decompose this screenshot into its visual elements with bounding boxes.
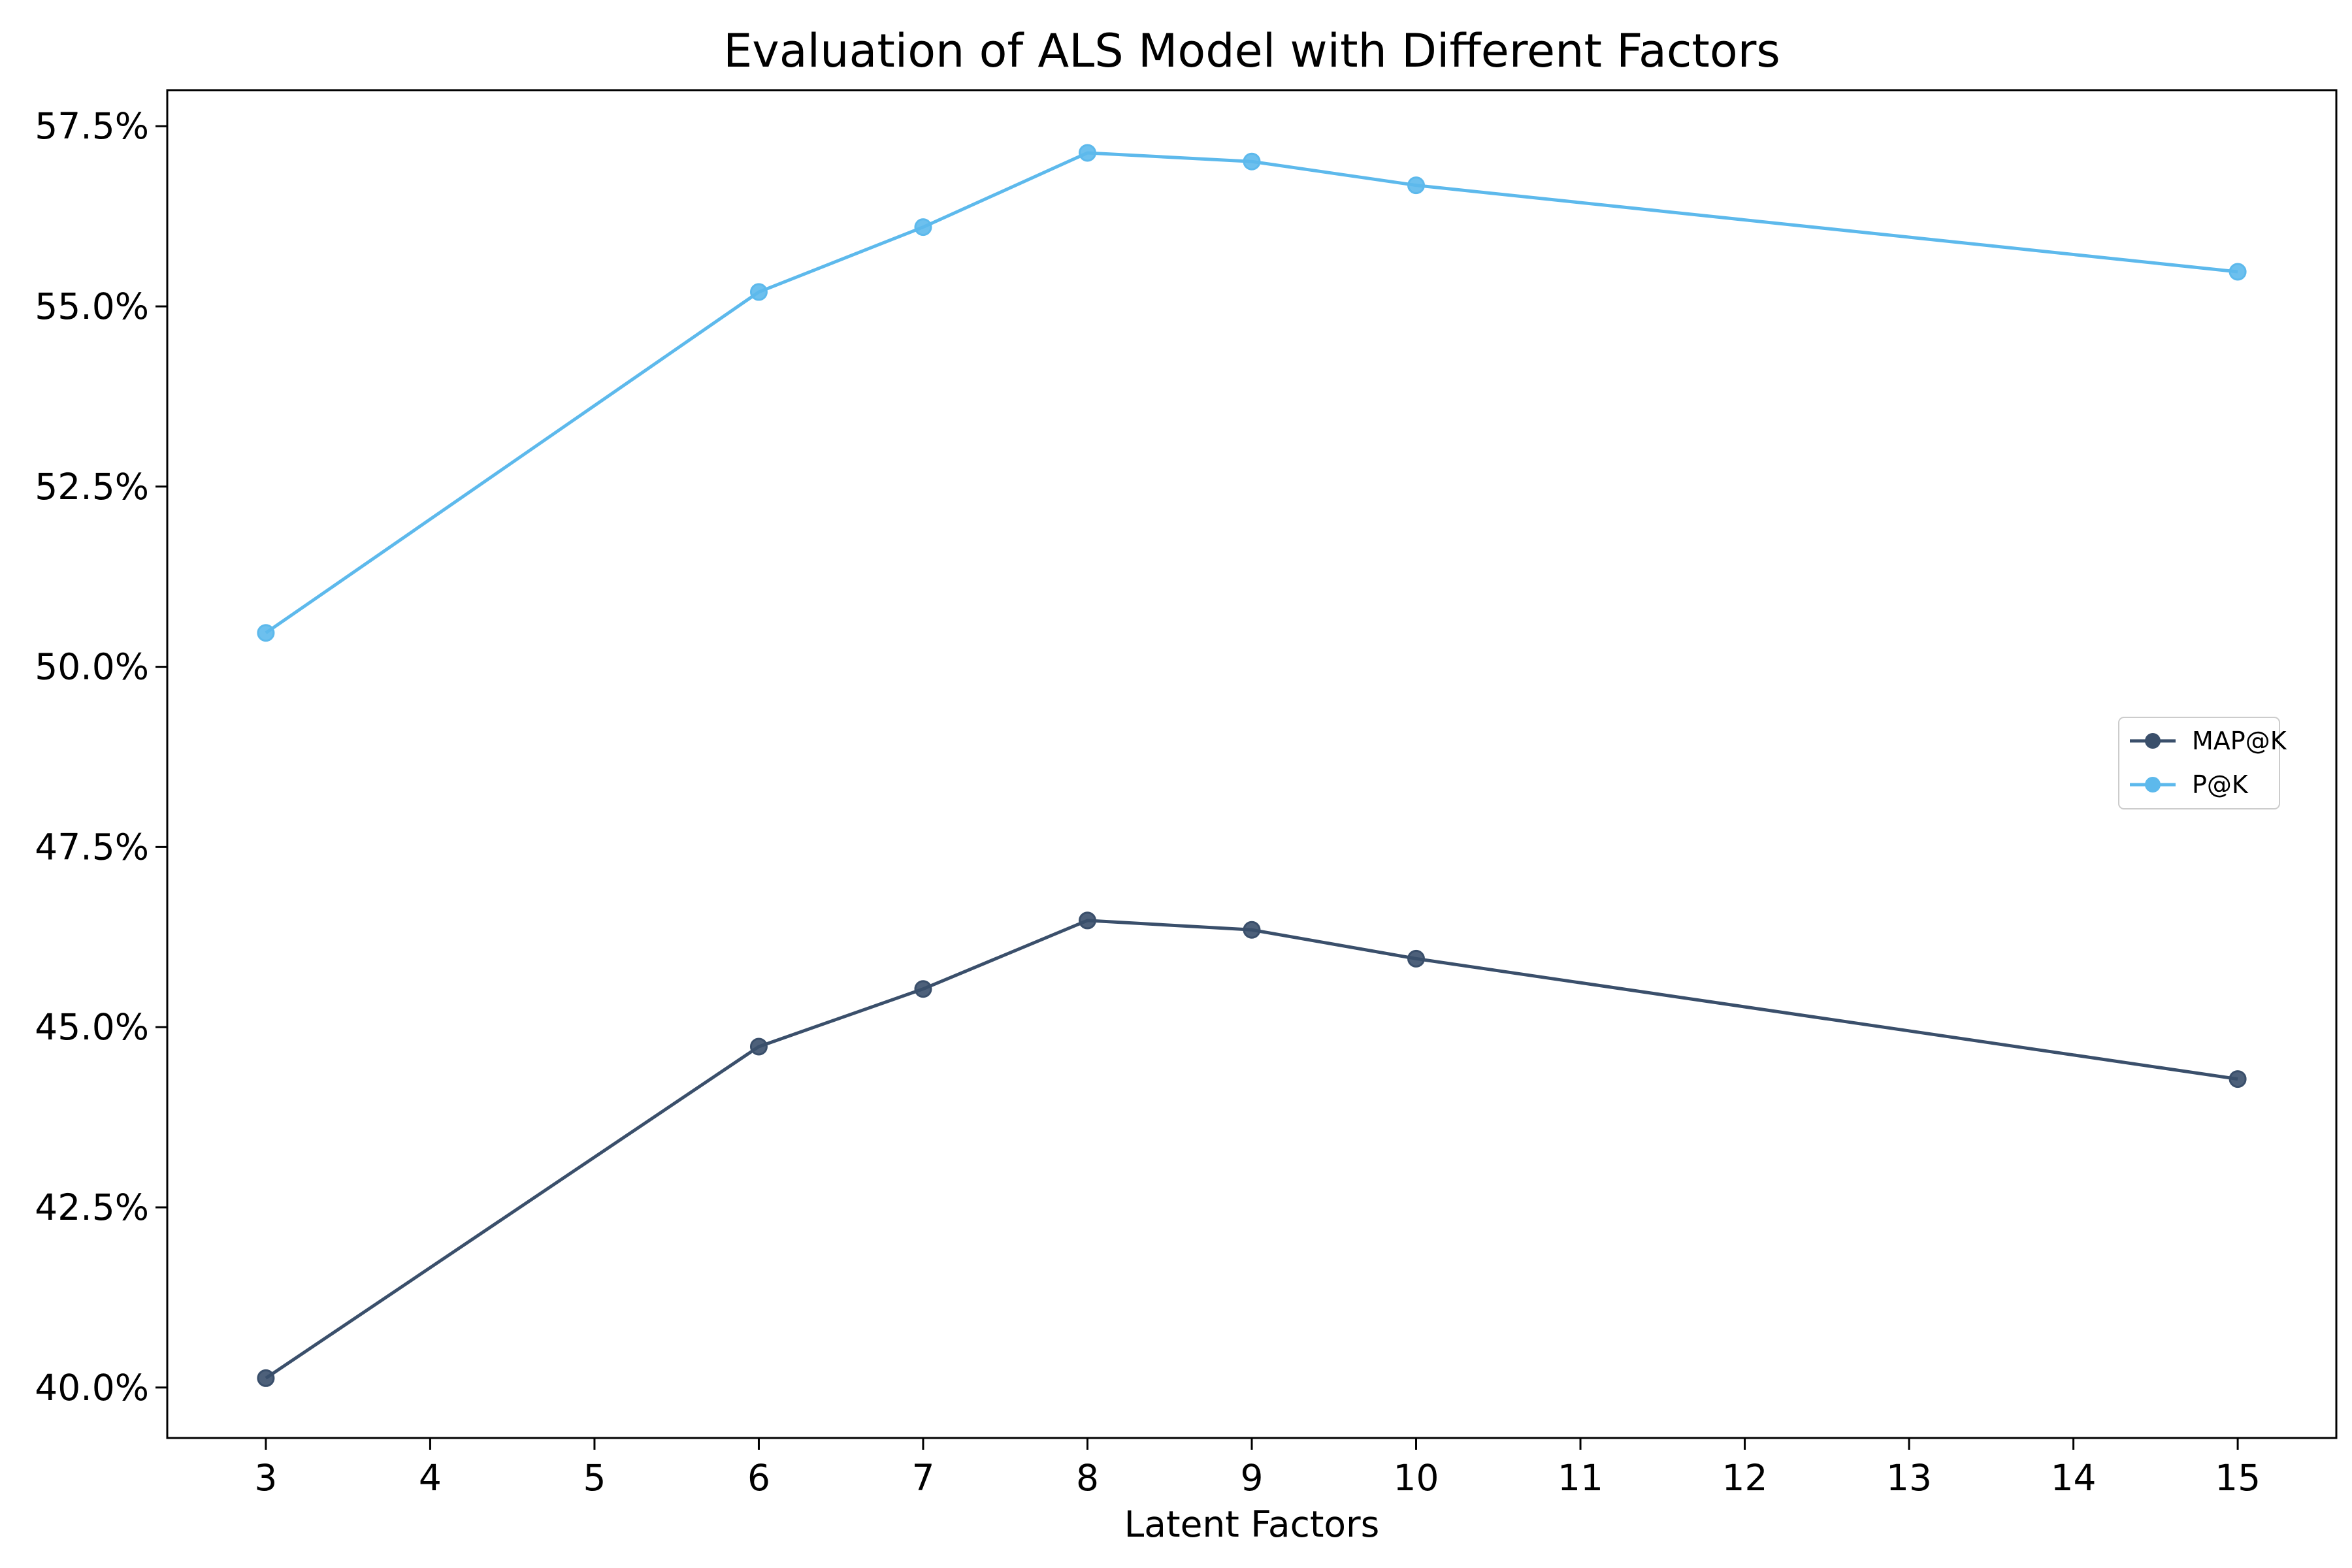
data-point	[1243, 921, 1261, 939]
x-tick-label: 4	[419, 1457, 442, 1499]
y-tick-label: 42.5%	[35, 1186, 149, 1228]
x-tick-label: 9	[1241, 1457, 1264, 1499]
legend-label: MAP@K	[2192, 727, 2287, 755]
data-point	[749, 1037, 768, 1056]
y-tick-label: 55.0%	[35, 286, 149, 327]
y-tick-label: 57.5%	[35, 105, 149, 147]
x-tick-label: 11	[1558, 1457, 1603, 1499]
y-tick-label: 52.5%	[35, 466, 149, 508]
data-point	[2229, 1070, 2247, 1088]
data-point	[1078, 911, 1096, 930]
legend: MAP@K P@K	[2118, 717, 2287, 809]
y-tick-label: 50.0%	[35, 646, 149, 688]
x-axis: 3 4 5 6 7 8 9 10 11 12 13 14 15	[254, 1438, 2261, 1499]
data-point	[257, 624, 275, 642]
x-tick-label: 5	[583, 1457, 606, 1499]
series-line-1	[265, 919, 2238, 1380]
y-tick-label: 47.5%	[35, 826, 149, 868]
data-point	[914, 218, 932, 237]
series-line-2	[265, 151, 2238, 634]
plot-area	[166, 89, 2338, 1439]
x-tick-label: 10	[1394, 1457, 1439, 1499]
y-axis: 40.0% 42.5% 45.0% 47.5% 50.0% 52.5% 55.0% 57.5%	[35, 105, 167, 1409]
data-point	[1407, 949, 1426, 968]
x-tick-label: 8	[1076, 1457, 1099, 1499]
x-tick-label: 15	[2215, 1457, 2261, 1499]
x-tick-label: 14	[2051, 1457, 2097, 1499]
legend-swatch-marker	[2145, 733, 2161, 749]
x-tick-label: 13	[1886, 1457, 1932, 1499]
chart-title: Evaluation of ALS Model with Different F…	[723, 24, 1780, 78]
y-tick-label: 45.0%	[35, 1006, 149, 1048]
data-point	[2229, 263, 2247, 281]
x-axis-label: Latent Factors	[1124, 1503, 1380, 1545]
data-point	[1078, 144, 1096, 162]
legend-label: P@K	[2192, 770, 2249, 799]
legend-swatch-marker	[2145, 777, 2161, 792]
data-point	[914, 980, 932, 998]
data-point	[1407, 176, 1426, 195]
series-layer	[257, 144, 2247, 1387]
x-tick-label: 6	[747, 1457, 770, 1499]
y-tick-label: 40.0%	[35, 1367, 149, 1409]
x-tick-label: 7	[911, 1457, 934, 1499]
x-tick-label: 3	[254, 1457, 277, 1499]
data-point	[1243, 152, 1261, 171]
data-point	[257, 1369, 275, 1387]
data-point	[749, 283, 768, 301]
x-tick-label: 12	[1722, 1457, 1768, 1499]
